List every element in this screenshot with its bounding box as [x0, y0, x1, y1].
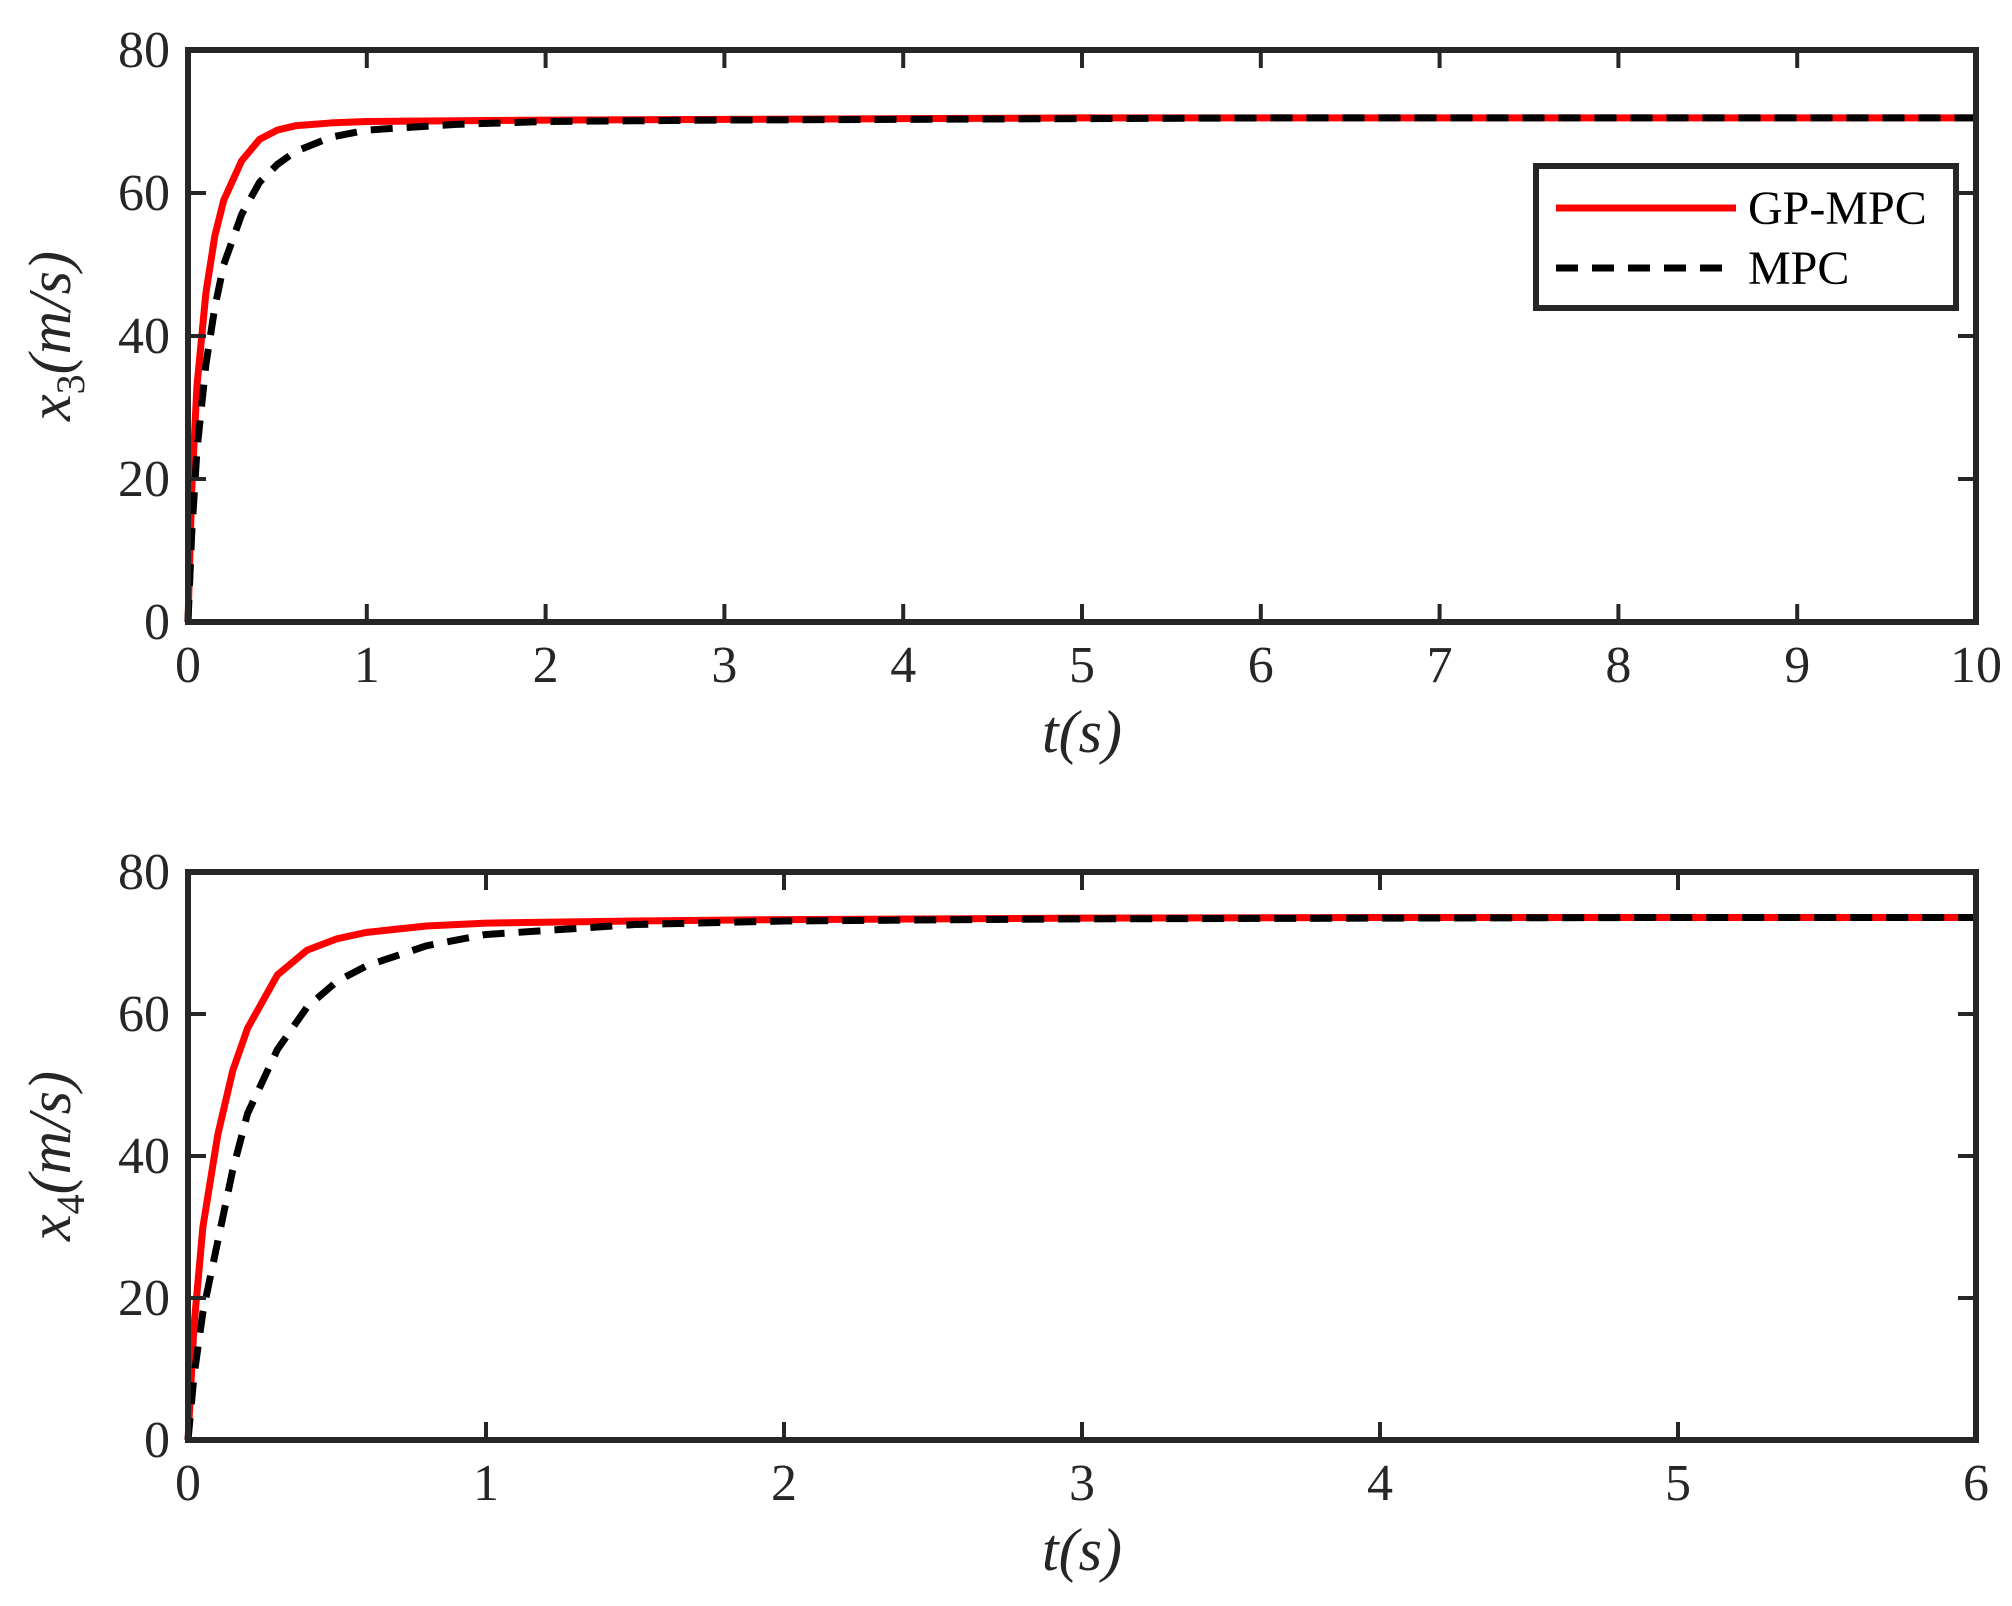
y-axis-symbol: x — [17, 1214, 83, 1242]
x-tick-label: 10 — [1950, 637, 2002, 694]
x-tick-label: 1 — [473, 1455, 499, 1512]
legend-label-gp-mpc: GP-MPC — [1748, 182, 1927, 235]
y-tick-label: 0 — [144, 1412, 170, 1469]
y-tick-label: 40 — [118, 308, 170, 365]
x-tick-label: 6 — [1963, 1455, 1989, 1512]
legend-box — [1533, 163, 1959, 311]
y-tick-label: 60 — [118, 986, 170, 1043]
y-axis-unit: (m/s) — [17, 1071, 83, 1194]
x-tick-label: 4 — [890, 637, 916, 694]
y-axis-label: x4(m/s) — [17, 1071, 93, 1242]
x-tick-labels: 0 1 2 3 4 5 6 7 8 9 10 — [175, 637, 2002, 694]
series-layer — [184, 114, 1976, 623]
series-layer — [184, 913, 1976, 1441]
x-tick-label: 2 — [533, 637, 559, 694]
y-tick-label: 0 — [144, 594, 170, 651]
x-tick-label: 5 — [1665, 1455, 1691, 1512]
x-tick-label: 5 — [1069, 637, 1095, 694]
y-tick-labels: 0 20 40 60 80 — [118, 844, 170, 1469]
legend-label-mpc: MPC — [1748, 242, 1849, 295]
x-tick-label: 3 — [711, 637, 737, 694]
series-mpc — [184, 114, 1976, 623]
x-tick-label: 7 — [1427, 637, 1453, 694]
y-axis-subscript: 3 — [48, 374, 93, 394]
y-tick-label: 20 — [118, 451, 170, 508]
x-tick-label: 2 — [771, 1455, 797, 1512]
y-axis-unit: (m/s) — [17, 251, 83, 374]
y-tick-label: 80 — [118, 844, 170, 901]
y-axis-subscript: 4 — [48, 1194, 93, 1214]
x-tick-label: 6 — [1248, 637, 1274, 694]
legend: GP-MPC MPC — [1533, 163, 1959, 311]
x-tick-label: 1 — [354, 637, 380, 694]
y-tick-label: 80 — [118, 22, 170, 79]
x-tick-labels: 0 1 2 3 4 5 6 — [175, 1455, 1989, 1512]
y-tick-label: 40 — [118, 1128, 170, 1185]
axes-box — [185, 47, 1979, 625]
x-tick-label: 0 — [175, 637, 201, 694]
x-axis-label: t(s) — [1042, 699, 1122, 765]
x-tick-label: 9 — [1784, 637, 1810, 694]
x-tick-label: 0 — [175, 1455, 201, 1512]
x-axis-label: t(s) — [1042, 1517, 1122, 1583]
x-tick-label: 8 — [1605, 637, 1631, 694]
y-tick-label: 60 — [118, 165, 170, 222]
y-tick-label: 20 — [118, 1270, 170, 1327]
y-tick-labels: 0 20 40 60 80 — [118, 22, 170, 651]
y-axis-symbol: x — [17, 394, 83, 422]
x-tick-label: 3 — [1069, 1455, 1095, 1512]
y-axis-label: x3(m/s) — [17, 251, 93, 422]
series-mpc — [184, 913, 1976, 1441]
axes-box — [185, 869, 1979, 1443]
x-tick-label: 4 — [1367, 1455, 1393, 1512]
